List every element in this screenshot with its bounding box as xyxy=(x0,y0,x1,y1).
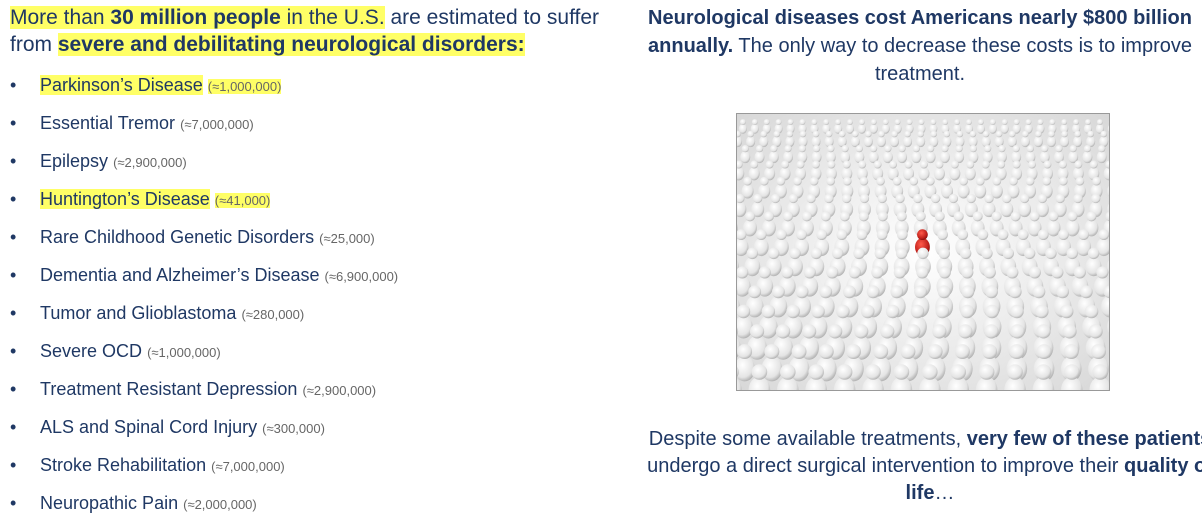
disease-count: (≈280,000) xyxy=(241,307,304,322)
disease-name: Epilepsy xyxy=(40,151,108,171)
list-item: Huntington’s Disease (≈41,000) xyxy=(10,182,398,220)
disease-count: (≈2,900,000) xyxy=(302,383,376,398)
list-item: Severe OCD (≈1,000,000) xyxy=(10,334,398,372)
disease-count: (≈7,000,000) xyxy=(180,117,254,132)
disease-count: (≈300,000) xyxy=(262,421,325,436)
disease-count: (≈41,000) xyxy=(215,193,271,208)
bullet-icon xyxy=(10,334,40,368)
list-item: Tumor and Glioblastoma (≈280,000) xyxy=(10,296,398,334)
bullet-icon xyxy=(10,182,40,216)
list-item: ALS and Spinal Cord Injury (≈300,000) xyxy=(10,410,398,448)
bullet-icon xyxy=(10,144,40,178)
bullet-icon xyxy=(10,448,40,482)
cost-statement: Neurological diseases cost Americans nea… xyxy=(640,4,1200,88)
disease-name: Huntington’s Disease xyxy=(40,189,210,209)
intro-segment-3: in the U.S. xyxy=(281,6,385,29)
disease-count: (≈1,000,000) xyxy=(208,79,282,94)
bullet-icon xyxy=(10,486,40,520)
list-item: Epilepsy (≈2,900,000) xyxy=(10,144,398,182)
intro-text: More than 30 million people in the U.S. … xyxy=(10,4,620,58)
intervention-segment-5: … xyxy=(934,482,954,504)
intervention-segment-3: undergo a direct surgical intervention t… xyxy=(647,455,1124,477)
bullet-icon xyxy=(10,68,40,102)
list-item: Neuropathic Pain (≈2,000,000) xyxy=(10,486,398,524)
list-item: Parkinson’s Disease (≈1,000,000) xyxy=(10,68,398,106)
intro-bold-count: 30 million people xyxy=(110,6,280,29)
intro-bold-disorders: severe and debilitating neurological dis… xyxy=(58,33,525,56)
bullet-icon xyxy=(10,220,40,254)
crowd-illustration xyxy=(737,114,1109,390)
intervention-bold-few: very few of these patients xyxy=(967,428,1202,450)
bullet-icon xyxy=(10,106,40,140)
disease-name: Rare Childhood Genetic Disorders xyxy=(40,227,314,247)
intervention-statement: Despite some available treatments, very … xyxy=(640,426,1202,507)
bullet-icon xyxy=(10,296,40,330)
disease-name: ALS and Spinal Cord Injury xyxy=(40,417,257,437)
bullet-icon xyxy=(10,410,40,444)
intro-segment-1: More than xyxy=(10,6,110,29)
disease-count: (≈2,000,000) xyxy=(183,497,257,512)
cost-statement-rest: The only way to decrease these costs is … xyxy=(733,35,1192,85)
disease-name: Stroke Rehabilitation xyxy=(40,455,206,475)
disease-name: Dementia and Alzheimer’s Disease xyxy=(40,265,319,285)
intervention-segment-1: Despite some available treatments, xyxy=(649,428,967,450)
disease-count: (≈25,000) xyxy=(319,231,375,246)
list-item: Treatment Resistant Depression (≈2,900,0… xyxy=(10,372,398,410)
disease-name: Treatment Resistant Depression xyxy=(40,379,297,399)
bullet-icon xyxy=(10,372,40,406)
bullet-icon xyxy=(10,258,40,292)
disease-count: (≈1,000,000) xyxy=(147,345,221,360)
disease-list: Parkinson’s Disease (≈1,000,000) Essenti… xyxy=(10,68,398,524)
list-item: Stroke Rehabilitation (≈7,000,000) xyxy=(10,448,398,486)
list-item: Dementia and Alzheimer’s Disease (≈6,900… xyxy=(10,258,398,296)
disease-name: Tumor and Glioblastoma xyxy=(40,303,236,323)
disease-count: (≈2,900,000) xyxy=(113,155,187,170)
crowd-image xyxy=(736,113,1110,391)
disease-name: Parkinson’s Disease xyxy=(40,75,203,95)
disease-count: (≈7,000,000) xyxy=(211,459,285,474)
disease-name: Neuropathic Pain xyxy=(40,493,178,513)
disease-name: Severe OCD xyxy=(40,341,142,361)
disease-name: Essential Tremor xyxy=(40,113,175,133)
list-item: Rare Childhood Genetic Disorders (≈25,00… xyxy=(10,220,398,258)
list-item: Essential Tremor (≈7,000,000) xyxy=(10,106,398,144)
disease-count: (≈6,900,000) xyxy=(325,269,399,284)
